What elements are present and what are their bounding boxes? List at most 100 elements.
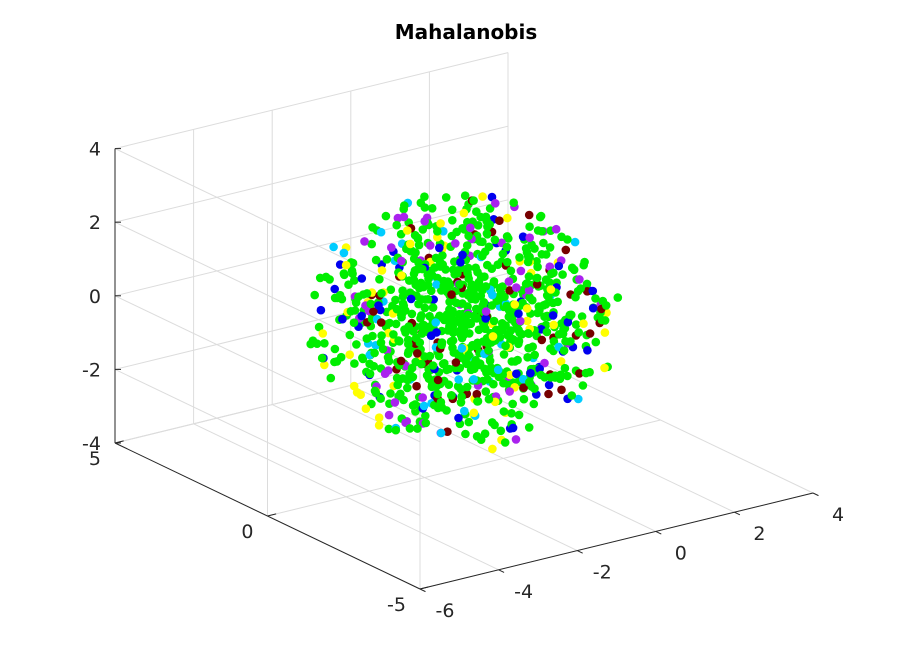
scatter-point	[478, 251, 487, 261]
scatter-point	[413, 349, 422, 358]
scatter-point	[317, 353, 327, 363]
scatter-point	[519, 383, 528, 393]
scatter-point	[600, 363, 609, 373]
scatter-point	[392, 304, 402, 314]
scatter-point	[418, 225, 428, 234]
scatter-point	[548, 311, 558, 320]
scatter-point	[498, 249, 508, 259]
scatter-point	[469, 311, 479, 321]
scatter-point	[314, 322, 324, 332]
scatter-point	[600, 316, 610, 325]
scatter-point	[458, 250, 467, 260]
scatter-point	[369, 307, 378, 316]
scatter-point	[571, 320, 581, 329]
scatter-point	[397, 271, 406, 280]
scatter-point	[481, 307, 491, 316]
scatter-point	[516, 266, 526, 276]
scatter-point	[437, 340, 447, 350]
scatter-point	[551, 224, 561, 234]
left-wall-grid-line	[114, 148, 421, 296]
scatter-point	[391, 425, 401, 435]
y-tick-label: 5	[89, 448, 101, 470]
scatter-point	[348, 258, 358, 268]
scatter-point	[546, 285, 556, 294]
scatter-point	[365, 369, 375, 379]
left-wall-grid-line	[114, 295, 421, 443]
scatter-point	[522, 304, 532, 313]
scatter-point	[376, 338, 386, 347]
scatter-point	[496, 325, 505, 334]
scatter-point	[557, 385, 566, 395]
scatter-point	[421, 411, 430, 421]
scatter-point	[357, 311, 367, 321]
scatter-point	[452, 298, 461, 308]
scatter-point	[539, 238, 548, 248]
scatter-point	[524, 285, 534, 295]
scatter-point	[455, 326, 465, 336]
scatter-point	[362, 334, 372, 343]
scatter-point	[414, 240, 424, 250]
scatter-point	[579, 319, 588, 329]
scatter-point	[524, 254, 533, 263]
scatter-point	[468, 288, 477, 298]
scatter-point	[508, 399, 517, 409]
scatter-point	[472, 389, 482, 399]
scatter-point	[411, 357, 421, 367]
scatter-point	[344, 280, 353, 290]
scatter-point	[360, 237, 369, 246]
scatter-point	[484, 346, 493, 355]
scatter-point	[563, 371, 572, 381]
scatter-point	[545, 278, 554, 287]
scatter-point	[480, 429, 490, 439]
scatter-point	[345, 350, 355, 360]
scatter-point	[499, 350, 509, 359]
scatter-point	[420, 303, 430, 313]
scatter-point	[483, 375, 492, 384]
scatter-point	[312, 339, 322, 349]
scatter-point	[358, 354, 368, 364]
scatter-point	[356, 390, 366, 400]
scatter-point	[377, 289, 386, 298]
scatter-point	[387, 243, 396, 252]
scatter-point	[476, 212, 486, 222]
scatter-point	[413, 424, 422, 433]
scatter-point	[464, 417, 474, 427]
scatter-point	[433, 375, 443, 385]
scatter-point	[496, 426, 506, 436]
scatter-point	[515, 253, 524, 262]
scatter-point	[415, 338, 425, 347]
scatter-point	[345, 330, 355, 340]
scatter-point	[451, 358, 461, 367]
x-tick-mark	[419, 588, 426, 593]
scatter-point	[519, 394, 529, 404]
scatter-point	[514, 309, 523, 319]
y-tick-mark	[267, 513, 277, 517]
scatter-point	[503, 257, 512, 267]
scatter-point	[546, 344, 555, 353]
scatter-point	[436, 397, 446, 407]
left-wall-grid-line	[114, 368, 421, 516]
scatter-point	[583, 346, 592, 355]
scatter-point	[426, 286, 436, 296]
z-tick-label: 4	[89, 139, 101, 161]
scatter-point	[565, 310, 575, 320]
scatter-point	[421, 418, 431, 428]
scatter-point	[338, 314, 347, 324]
scatter-point	[567, 263, 577, 273]
scatter-point	[407, 363, 417, 373]
scatter-point	[454, 413, 463, 423]
scatter-point	[560, 363, 570, 373]
scatter-point	[532, 273, 542, 283]
scatter-point	[522, 279, 532, 288]
scatter-point	[451, 239, 460, 248]
scatter-point	[433, 232, 442, 242]
scatter-point	[485, 204, 495, 213]
scatter-point	[554, 261, 564, 271]
scatter-point	[380, 369, 390, 379]
scatter-point	[439, 227, 448, 236]
scatter-point	[444, 380, 454, 390]
scatter-point	[370, 348, 379, 358]
scatter-point	[522, 316, 532, 326]
